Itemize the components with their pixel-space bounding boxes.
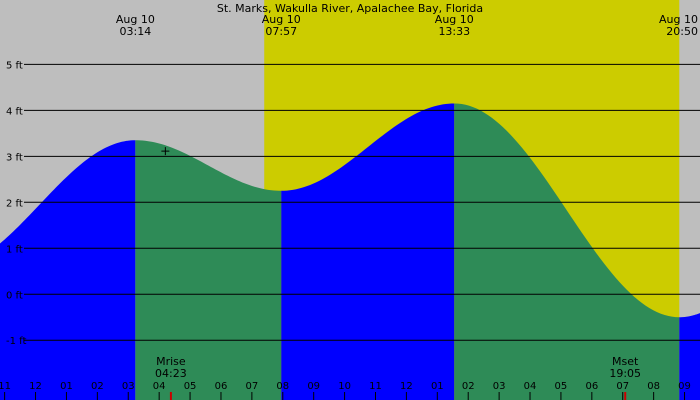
y-tick-label: 4 ft xyxy=(6,106,23,117)
falling-tide-area xyxy=(454,103,680,400)
x-tick-label: 08 xyxy=(647,381,660,392)
x-tick-label: 11 xyxy=(369,381,382,392)
x-tick-label: 03 xyxy=(122,381,135,392)
x-tick-label: 01 xyxy=(431,381,444,392)
x-tick-label: 02 xyxy=(91,381,104,392)
moonrise-time: 04:23 xyxy=(155,367,187,380)
x-tick-label: 08 xyxy=(276,381,289,392)
tide-event-time: 13:33 xyxy=(438,25,470,38)
cursor-cross xyxy=(161,147,170,156)
x-tick-label: 09 xyxy=(307,381,320,392)
tide-event-date: Aug 10 xyxy=(435,13,474,26)
x-tick-label: 04 xyxy=(524,381,537,392)
x-tick-label: 02 xyxy=(462,381,475,392)
tide-event-time: 20:50 xyxy=(666,25,698,38)
y-tick-label: 1 ft xyxy=(6,244,23,255)
moonset-time: 19:05 xyxy=(609,367,641,380)
x-tick-label: 12 xyxy=(400,381,413,392)
y-tick-label: 3 ft xyxy=(6,152,23,163)
x-tick-label: 03 xyxy=(493,381,506,392)
moonset-label: Mset xyxy=(612,355,639,368)
tide-event-date: Aug 10 xyxy=(262,13,301,26)
x-axis: 11 12 01 02 03 04 05 06 07 08 09 10 11 12 01 02 03 04 05 06… xyxy=(0,381,691,400)
y-tick-label: 0 ft xyxy=(6,290,23,301)
x-tick-label: 12 xyxy=(29,381,42,392)
rising-tide-area xyxy=(679,313,700,400)
x-tick-label: 04 xyxy=(153,381,166,392)
x-tick-label: 11 xyxy=(0,381,11,392)
tide-event-time: 03:14 xyxy=(120,25,152,38)
x-tick-label: 06 xyxy=(585,381,598,392)
moonrise-label: Mrise xyxy=(156,355,186,368)
falling-tide-area xyxy=(135,140,282,400)
y-tick-label: 5 ft xyxy=(6,60,23,71)
tide-areas xyxy=(0,103,700,400)
x-tick-label: 07 xyxy=(616,381,629,392)
tide-event-time: 07:57 xyxy=(265,25,297,38)
tide-event-date: Aug 10 xyxy=(116,13,155,26)
x-tick-label: 01 xyxy=(60,381,73,392)
x-tick-label: 09 xyxy=(678,381,691,392)
rising-tide-area xyxy=(281,103,455,400)
x-tick-label: 10 xyxy=(338,381,351,392)
x-tick-label: 07 xyxy=(246,381,259,392)
x-tick-label: 06 xyxy=(215,381,228,392)
grid-lines xyxy=(24,63,700,341)
x-tick-label: 05 xyxy=(555,381,568,392)
chart-title: St. Marks, Wakulla River, Apalachee Bay,… xyxy=(217,2,483,15)
y-tick-label: 2 ft xyxy=(6,198,23,209)
x-tick-label: 05 xyxy=(184,381,197,392)
rising-tide-area xyxy=(0,140,136,400)
y-axis-labels: -1 ft 0 ft 1 ft 2 ft 3 ft 4 ft 5 ft xyxy=(6,60,26,347)
y-tick-label: -1 ft xyxy=(6,336,26,347)
tide-event-date: Aug 10 xyxy=(659,13,698,26)
